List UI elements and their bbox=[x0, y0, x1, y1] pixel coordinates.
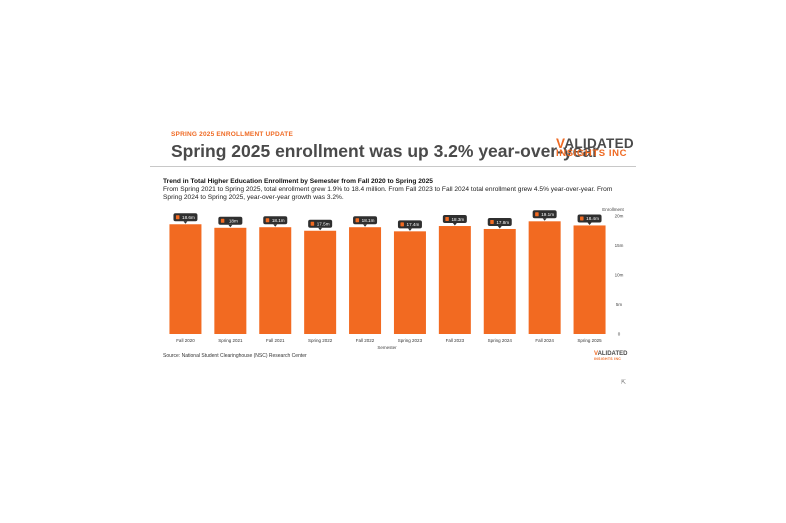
footer-logo-bottom: INSIGHTS INC bbox=[594, 357, 622, 361]
y-tick-labels-group: 0 5m 10m 15m 20m bbox=[615, 214, 624, 337]
bars-group bbox=[169, 221, 606, 334]
y-tick-label-1: 5m bbox=[616, 302, 623, 307]
data-label-text-2: 18.1m bbox=[272, 218, 285, 223]
y-axis-label: Enrollment bbox=[602, 207, 624, 212]
x-tick-label-8: Fall 2024 bbox=[535, 338, 554, 343]
data-label-text-6: 18.3m bbox=[451, 217, 464, 222]
kicker-label: SPRING 2025 ENROLLMENT UPDATE bbox=[171, 131, 293, 138]
x-tick-label-3: Spring 2022 bbox=[308, 338, 333, 343]
x-tick-label-0: Fall 2020 bbox=[176, 338, 195, 343]
y-tick-label-0: 0 bbox=[618, 332, 621, 337]
data-label-text-9: 18.4m bbox=[586, 216, 599, 221]
data-label-1: 18m bbox=[218, 216, 243, 228]
footer-logo-top: VALIDATED bbox=[594, 351, 628, 357]
bar-9 bbox=[573, 225, 606, 334]
chart-title: Trend in Total Higher Education Enrollme… bbox=[163, 178, 433, 185]
x-tick-label-2: Fall 2021 bbox=[266, 338, 285, 343]
data-label-text-5: 17.4m bbox=[407, 222, 420, 227]
x-tick-label-1: Spring 2021 bbox=[218, 338, 243, 343]
bar-8 bbox=[528, 221, 561, 334]
bar-1 bbox=[214, 227, 247, 334]
data-label-text-3: 17.5m bbox=[317, 222, 330, 227]
y-tick-label-4: 20m bbox=[615, 214, 624, 219]
x-tick-label-7: Spring 2024 bbox=[488, 338, 513, 343]
cursor-icon: ⇱ bbox=[621, 380, 627, 386]
x-tick-label-6: Fall 2023 bbox=[446, 338, 465, 343]
x-tick-labels-group: Fall 2020 Spring 2021 Fall 2021 Spring 2022… bbox=[176, 338, 602, 343]
data-label-text-4: 18.1m bbox=[362, 218, 375, 223]
y-tick-label-2: 10m bbox=[615, 273, 624, 278]
source-note: Source: National Student Clearinghouse (… bbox=[163, 353, 307, 359]
logo-wordmark-top: VALIDATED bbox=[556, 136, 634, 151]
data-label-6: 18.3m bbox=[442, 215, 467, 226]
data-label-8: 19.1m bbox=[532, 210, 557, 221]
data-label-4: 18.1m bbox=[353, 216, 378, 227]
bar-0 bbox=[169, 224, 202, 334]
x-tick-label-4: Fall 2022 bbox=[356, 338, 375, 343]
data-label-text-1: 18m bbox=[229, 219, 238, 224]
x-tick-label-9: Spring 2025 bbox=[577, 338, 602, 343]
data-label-7: 17.8m bbox=[487, 217, 512, 229]
bar-5 bbox=[393, 231, 426, 334]
y-tick-label-3: 15m bbox=[615, 243, 624, 248]
x-axis-label: Semester bbox=[377, 345, 397, 350]
data-label-9: 18.4m bbox=[577, 214, 602, 225]
company-logo: VALIDATED INSIGHTS INC bbox=[556, 136, 634, 160]
bar-2 bbox=[259, 227, 292, 334]
data-label-text-7: 17.8m bbox=[496, 220, 509, 225]
data-label-2: 18.1m bbox=[263, 216, 288, 227]
x-tick-label-5: Spring 2023 bbox=[398, 338, 423, 343]
chart-subtitle: From Spring 2021 to Spring 2025, total e… bbox=[163, 186, 613, 202]
data-label-3: 17.5m bbox=[308, 219, 333, 231]
bar-3 bbox=[304, 230, 337, 334]
data-label-5: 17.4m bbox=[397, 220, 422, 231]
header-divider bbox=[150, 166, 636, 167]
bar-7 bbox=[483, 228, 516, 334]
page-title: Spring 2025 enrollment was up 3.2% year-… bbox=[171, 141, 599, 161]
data-labels-group: 18.6m 18m 18.1m 17.5m 18.1m 17.4m 18.3m 17.8m 19… bbox=[173, 210, 602, 231]
data-label-0: 18.6m bbox=[173, 213, 198, 224]
data-label-text-0: 18.6m bbox=[182, 215, 195, 220]
footer-logo: VALIDATED INSIGHTS INC bbox=[594, 351, 628, 363]
logo-wordmark-bottom: INSIGHTS INC bbox=[556, 148, 628, 159]
bar-4 bbox=[349, 227, 382, 334]
bar-6 bbox=[438, 226, 471, 334]
data-label-text-8: 19.1m bbox=[541, 212, 554, 217]
